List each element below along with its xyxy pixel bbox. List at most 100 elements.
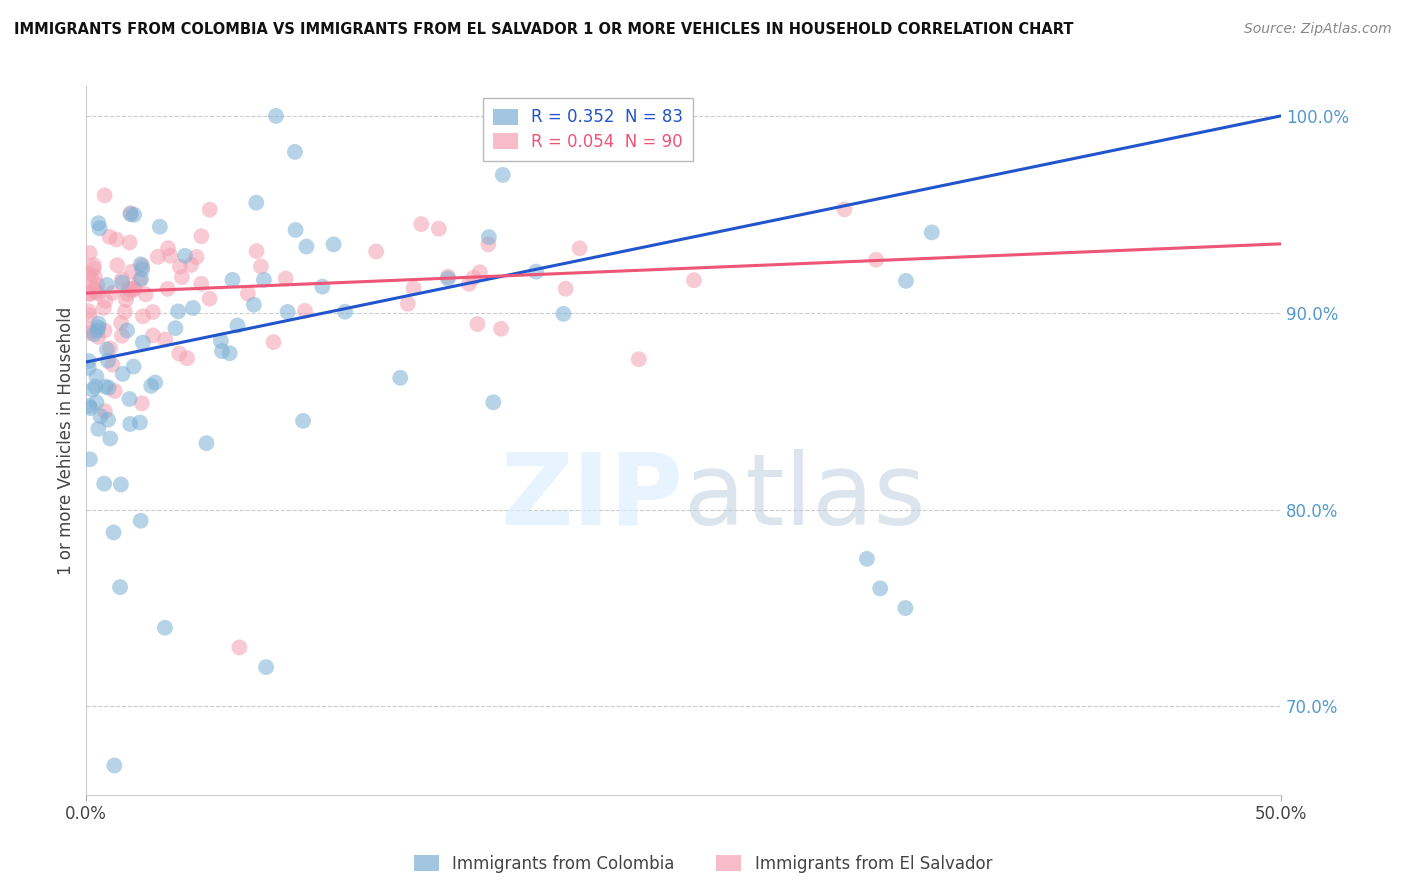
Immigrants from El Salvador xyxy=(94,293,117,308)
Immigrants from El Salvador xyxy=(77,304,100,318)
Immigrants from El Salvador xyxy=(79,246,101,260)
Immigrants from Colombia xyxy=(97,381,120,395)
Immigrants from Colombia xyxy=(97,353,120,368)
Immigrants from Colombia xyxy=(86,369,108,384)
Immigrants from Colombia xyxy=(87,422,110,436)
Immigrants from Colombia xyxy=(921,226,943,240)
Immigrants from El Salvador xyxy=(93,323,115,337)
Immigrants from Colombia xyxy=(478,230,501,244)
Immigrants from Colombia xyxy=(115,323,138,337)
Immigrants from Colombia xyxy=(492,168,515,182)
Immigrants from El Salvador xyxy=(101,285,124,300)
Immigrants from Colombia xyxy=(389,371,412,385)
Immigrants from El Salvador xyxy=(554,282,576,296)
Immigrants from El Salvador xyxy=(84,285,107,299)
Immigrants from El Salvador xyxy=(437,269,460,284)
Immigrants from El Salvador xyxy=(236,286,259,301)
Immigrants from El Salvador xyxy=(366,244,388,259)
Immigrants from El Salvador xyxy=(93,301,115,315)
Immigrants from El Salvador xyxy=(568,241,591,255)
Immigrants from Colombia xyxy=(120,207,142,221)
Immigrants from El Salvador xyxy=(83,261,105,276)
Immigrants from El Salvador xyxy=(402,281,425,295)
Immigrants from El Salvador xyxy=(117,286,139,301)
Immigrants from El Salvador xyxy=(110,316,132,330)
Immigrants from El Salvador xyxy=(121,265,143,279)
Immigrants from El Salvador xyxy=(396,297,419,311)
Immigrants from El Salvador xyxy=(250,260,273,274)
Immigrants from El Salvador xyxy=(83,282,105,296)
Immigrants from El Salvador xyxy=(105,232,128,246)
Immigrants from El Salvador xyxy=(489,322,512,336)
Immigrants from El Salvador xyxy=(834,202,856,217)
Immigrants from Colombia xyxy=(437,271,460,285)
Immigrants from El Salvador xyxy=(198,292,221,306)
Immigrants from Colombia xyxy=(122,208,145,222)
Immigrants from El Salvador xyxy=(190,229,212,244)
Immigrants from Colombia xyxy=(118,392,141,406)
Immigrants from Colombia xyxy=(149,219,172,234)
Immigrants from El Salvador xyxy=(132,310,155,324)
Text: ZIP: ZIP xyxy=(501,449,683,546)
Immigrants from El Salvador xyxy=(427,221,450,235)
Immigrants from El Salvador xyxy=(458,277,481,291)
Legend: Immigrants from Colombia, Immigrants from El Salvador: Immigrants from Colombia, Immigrants fro… xyxy=(408,848,998,880)
Immigrants from Colombia xyxy=(108,580,131,594)
Immigrants from El Salvador xyxy=(98,342,121,356)
Immigrants from Colombia xyxy=(79,401,101,415)
Immigrants from Colombia xyxy=(79,452,101,467)
Immigrants from El Salvador xyxy=(156,282,179,296)
Immigrants from El Salvador xyxy=(683,273,706,287)
Immigrants from Colombia xyxy=(548,109,571,123)
Immigrants from Colombia xyxy=(129,416,152,430)
Immigrants from El Salvador xyxy=(111,328,134,343)
Immigrants from El Salvador xyxy=(170,270,193,285)
Immigrants from Colombia xyxy=(94,379,117,393)
Immigrants from Colombia xyxy=(129,257,152,271)
Immigrants from El Salvador xyxy=(142,305,165,319)
Immigrants from Colombia xyxy=(111,276,134,290)
Immigrants from Colombia xyxy=(174,249,197,263)
Immigrants from El Salvador xyxy=(167,346,190,360)
Immigrants from Colombia xyxy=(86,395,108,409)
Immigrants from El Salvador xyxy=(180,258,202,272)
Immigrants from El Salvador xyxy=(115,293,138,307)
Immigrants from Colombia xyxy=(211,344,233,359)
Immigrants from Colombia xyxy=(869,582,891,596)
Immigrants from Colombia xyxy=(209,334,232,348)
Immigrants from Colombia xyxy=(103,758,125,772)
Immigrants from Colombia xyxy=(333,304,356,318)
Immigrants from Colombia xyxy=(292,414,315,428)
Immigrants from El Salvador xyxy=(467,317,489,331)
Immigrants from Colombia xyxy=(894,601,917,615)
Immigrants from Colombia xyxy=(181,301,204,315)
Immigrants from El Salvador xyxy=(122,283,145,297)
Immigrants from El Salvador xyxy=(77,323,100,337)
Immigrants from Colombia xyxy=(284,145,307,159)
Immigrants from El Salvador xyxy=(83,269,105,284)
Immigrants from Colombia xyxy=(77,354,100,368)
Immigrants from El Salvador xyxy=(80,270,103,285)
Immigrants from Colombia xyxy=(553,307,575,321)
Immigrants from Colombia xyxy=(221,273,243,287)
Immigrants from Colombia xyxy=(129,271,152,285)
Immigrants from Colombia xyxy=(87,216,110,230)
Immigrants from El Salvador xyxy=(79,326,101,340)
Immigrants from Colombia xyxy=(132,335,155,350)
Immigrants from El Salvador xyxy=(468,265,491,279)
Text: IMMIGRANTS FROM COLOMBIA VS IMMIGRANTS FROM EL SALVADOR 1 OR MORE VEHICLES IN HO: IMMIGRANTS FROM COLOMBIA VS IMMIGRANTS F… xyxy=(14,22,1074,37)
Immigrants from El Salvador xyxy=(120,206,142,220)
Immigrants from El Salvador xyxy=(411,217,433,231)
Immigrants from Colombia xyxy=(96,343,118,357)
Immigrants from Colombia xyxy=(195,436,218,450)
Immigrants from Colombia xyxy=(253,273,276,287)
Immigrants from Colombia xyxy=(524,265,547,279)
Immigrants from El Salvador xyxy=(131,259,153,273)
Immigrants from Colombia xyxy=(129,514,152,528)
Immigrants from Colombia xyxy=(277,305,299,319)
Immigrants from El Salvador xyxy=(94,404,117,418)
Text: Source: ZipAtlas.com: Source: ZipAtlas.com xyxy=(1244,22,1392,37)
Immigrants from El Salvador xyxy=(198,202,221,217)
Immigrants from El Salvador xyxy=(98,230,121,244)
Immigrants from Colombia xyxy=(894,274,917,288)
